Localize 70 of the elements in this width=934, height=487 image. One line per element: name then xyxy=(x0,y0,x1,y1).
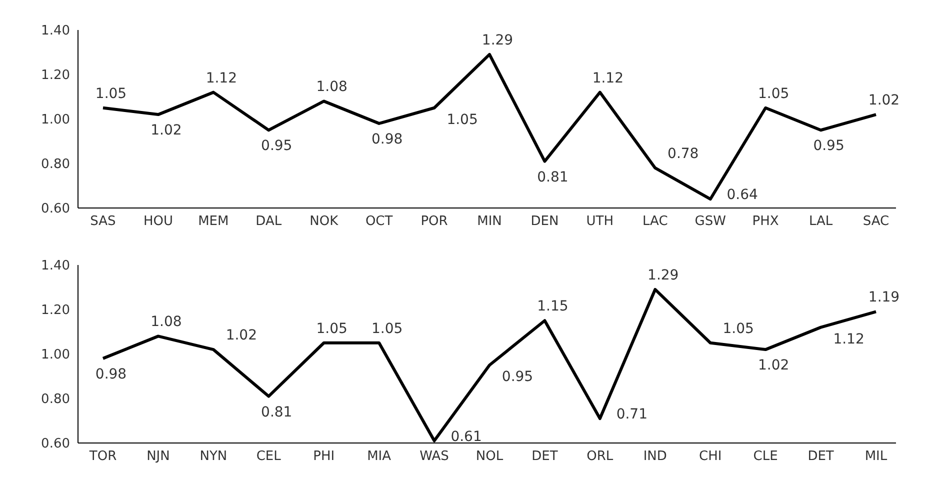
data-label: 1.05 xyxy=(722,320,754,337)
data-label: 1.02 xyxy=(758,358,790,374)
y-tick-label: 0.60 xyxy=(41,436,70,452)
x-tick-label: NJN xyxy=(146,449,170,464)
data-label: 0.71 xyxy=(616,406,648,423)
data-label: 1.19 xyxy=(868,290,900,306)
data-label: 1.12 xyxy=(592,70,624,86)
x-tick-label: LAC xyxy=(642,214,668,230)
data-label: 1.08 xyxy=(316,79,348,96)
data-label: 1.15 xyxy=(537,298,568,315)
data-label: 1.12 xyxy=(833,331,864,348)
y-tick-label: 1.20 xyxy=(41,303,70,318)
y-tick-label: 1.40 xyxy=(41,24,70,39)
y-tick-label: 0.80 xyxy=(41,157,70,172)
x-tick-label: MIN xyxy=(477,214,502,230)
x-tick-label: CHI xyxy=(699,449,722,464)
data-label: 1.29 xyxy=(482,32,514,48)
data-label: 1.05 xyxy=(446,112,478,128)
y-tick-label: 1.00 xyxy=(41,112,70,128)
y-tick-label: 0.80 xyxy=(41,392,70,408)
y-tick-label: 1.40 xyxy=(41,258,70,274)
data-label: 0.81 xyxy=(261,404,292,420)
x-tick-label: SAS xyxy=(90,214,116,230)
x-tick-label: TOR xyxy=(88,449,117,464)
x-tick-label: MIA xyxy=(367,449,392,464)
x-tick-label: UTH xyxy=(586,214,614,230)
data-label: 0.98 xyxy=(95,366,127,382)
data-label: 0.78 xyxy=(668,146,699,162)
y-tick-label: 1.00 xyxy=(41,348,70,363)
data-label: 1.02 xyxy=(150,122,182,139)
x-tick-label: DET xyxy=(532,449,558,464)
x-tick-label: DAL xyxy=(256,214,282,230)
x-tick-label: HOU xyxy=(143,214,173,230)
x-tick-label: NOL xyxy=(476,449,504,464)
data-label: 0.61 xyxy=(450,428,482,445)
y-tick-label: 1.20 xyxy=(41,68,70,84)
data-label: 0.95 xyxy=(502,369,534,386)
data-label: 1.05 xyxy=(95,86,127,102)
data-label: 0.64 xyxy=(726,187,758,204)
x-tick-label: DEN xyxy=(530,214,559,230)
x-tick-label: LAL xyxy=(808,214,834,230)
data-label: 1.02 xyxy=(226,328,258,344)
data-label: 1.05 xyxy=(371,320,403,337)
x-tick-label: OCT xyxy=(365,214,393,230)
x-tick-label: PHX xyxy=(752,214,779,230)
data-label: 1.12 xyxy=(206,70,238,86)
x-tick-label: MEM xyxy=(198,214,229,230)
data-label: 1.08 xyxy=(150,314,182,330)
x-tick-label: DET xyxy=(808,449,834,464)
x-tick-label: POR xyxy=(420,214,448,230)
data-label: 0.81 xyxy=(537,169,568,186)
x-tick-label: CEL xyxy=(256,449,282,464)
y-tick-label: 0.60 xyxy=(41,202,70,217)
data-label: 1.05 xyxy=(758,86,790,102)
x-tick-label: ORL xyxy=(586,449,614,464)
x-tick-label: MIL xyxy=(864,449,888,464)
x-tick-label: PHI xyxy=(313,449,335,464)
data-label: 1.29 xyxy=(648,267,679,284)
data-label: 1.02 xyxy=(868,92,900,109)
x-tick-label: GSW xyxy=(694,214,726,230)
x-tick-label: SAC xyxy=(862,214,890,230)
data-label: 0.95 xyxy=(261,138,292,154)
x-tick-label: NOK xyxy=(310,214,339,230)
x-tick-label: NYN xyxy=(200,449,228,464)
x-tick-label: WAS xyxy=(420,449,449,464)
data-label: 0.95 xyxy=(813,138,844,154)
x-tick-label: IND xyxy=(643,449,667,464)
data-label: 0.98 xyxy=(371,131,403,148)
x-tick-label: CLE xyxy=(753,449,778,464)
data-label: 1.05 xyxy=(316,320,348,337)
